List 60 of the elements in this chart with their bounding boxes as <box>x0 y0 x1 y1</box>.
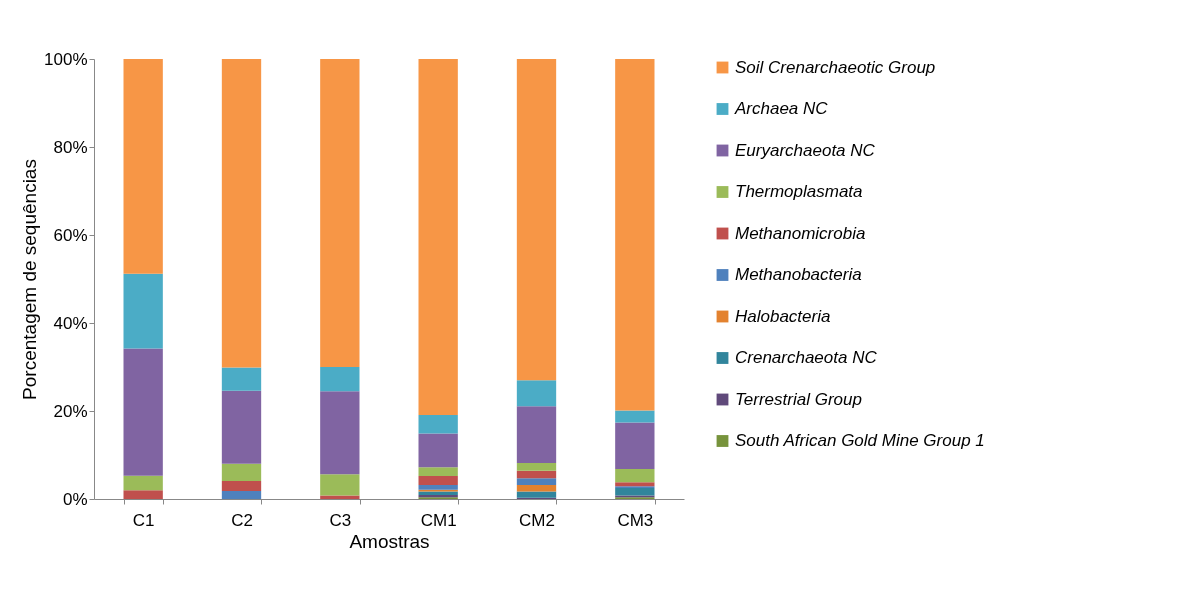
legend-label: Archaea NC <box>734 99 829 118</box>
bar <box>320 59 360 367</box>
legend-label: Crenarchaeota NC <box>735 348 878 367</box>
bar <box>516 478 557 485</box>
legend-label: Terrestrial Group <box>735 389 862 409</box>
bar <box>615 469 655 483</box>
bar <box>418 467 458 477</box>
y-tick-label: 100% <box>44 49 88 69</box>
bar <box>615 488 655 496</box>
bar <box>418 484 458 490</box>
x-tick-label: CM2 <box>519 510 555 530</box>
bar <box>418 476 458 485</box>
x-tick-label: C1 <box>132 510 155 530</box>
bar <box>615 410 655 423</box>
y-tick-label: 60% <box>53 225 88 245</box>
bar <box>418 433 458 468</box>
x-tick-label: C2 <box>231 510 253 530</box>
legend-label: Methanomicrobia <box>735 223 866 243</box>
bar <box>418 59 458 415</box>
legend-label: South African Gold Mine Group 1 <box>735 431 985 450</box>
y-tick-label: 20% <box>53 401 88 421</box>
legend-label: Methanobacteria <box>735 265 862 284</box>
bar <box>221 59 262 368</box>
x-tick-label: CM1 <box>420 510 457 530</box>
bar <box>320 474 360 496</box>
y-tick-label: 40% <box>53 313 88 333</box>
x-tick-label: CM3 <box>617 510 654 530</box>
bar <box>320 495 360 499</box>
bar <box>221 463 262 481</box>
bar <box>123 273 163 349</box>
x-tick-label: C3 <box>329 510 352 530</box>
bar <box>615 482 655 487</box>
bar <box>221 390 262 464</box>
legend-label: Thermoplasmata <box>735 182 863 201</box>
y-tick-label: 0% <box>62 489 88 509</box>
legend-label: Halobacteria <box>735 306 831 326</box>
bar <box>123 490 163 499</box>
bar <box>320 391 360 475</box>
bar <box>615 422 655 470</box>
bar <box>516 380 557 407</box>
legend-label: Euryarchaeota NC <box>735 140 876 160</box>
x-axis-title: Amostras <box>349 530 430 552</box>
bar <box>516 59 557 381</box>
bar <box>123 348 163 476</box>
bar <box>516 406 557 463</box>
bar <box>516 484 557 492</box>
legend-label: Soil Crenarchaeotic Group <box>735 57 936 77</box>
y-axis-title: Porcentagem de sequências <box>19 159 41 400</box>
bar <box>221 480 262 492</box>
bar <box>221 491 262 499</box>
bar <box>516 491 557 498</box>
bar <box>221 367 262 391</box>
bar <box>516 462 557 471</box>
bar <box>123 475 163 491</box>
y-tick-label: 80% <box>53 137 88 157</box>
bar <box>516 470 557 479</box>
bar <box>320 367 360 392</box>
bar <box>123 59 163 274</box>
bar <box>418 414 458 434</box>
bar <box>615 59 655 411</box>
